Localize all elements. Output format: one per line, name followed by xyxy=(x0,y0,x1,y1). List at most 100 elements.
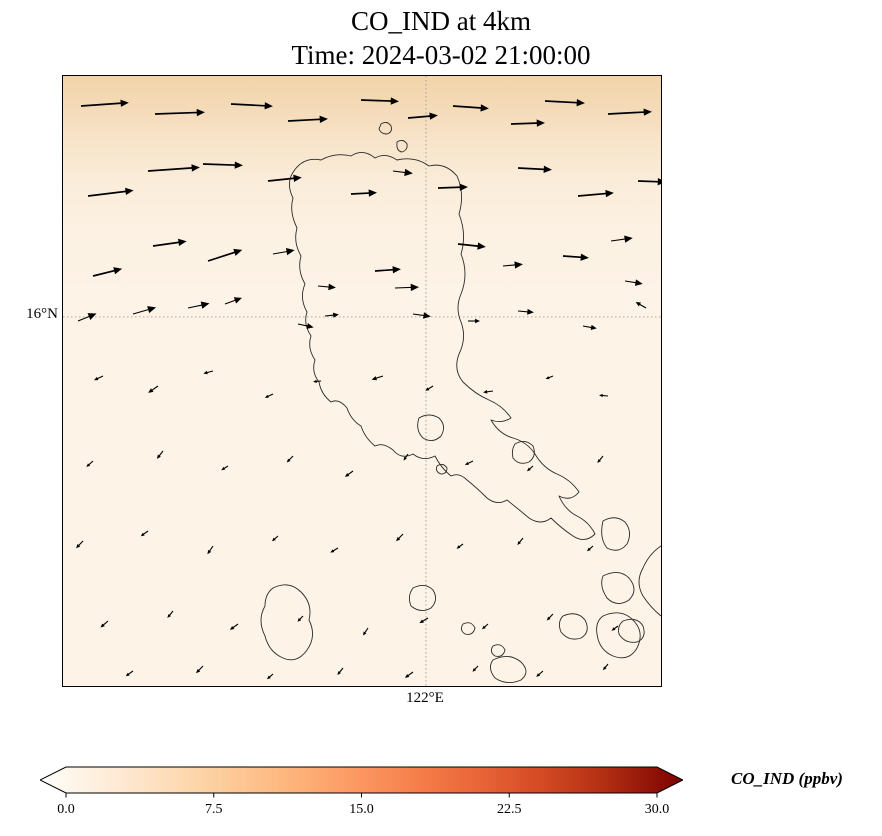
wind-arrow-head xyxy=(125,187,134,196)
wind-arrow-head xyxy=(191,164,200,172)
wind-arrow-shaft xyxy=(437,186,463,189)
wind-arrow-head xyxy=(167,614,171,618)
coastline-path xyxy=(396,139,408,153)
wind-arrow-head xyxy=(264,394,269,398)
wind-arrow-head xyxy=(459,183,468,191)
wind-arrow-head xyxy=(624,235,633,243)
wind-arrow-head xyxy=(86,463,91,468)
coastline-path xyxy=(288,152,596,540)
map-plot-area xyxy=(62,75,662,687)
wind-arrow-shaft xyxy=(510,122,540,125)
wind-arrow-head xyxy=(313,379,317,384)
wind-arrow-head xyxy=(543,165,552,174)
wind-arrow-head xyxy=(233,297,242,304)
wind-arrow-head xyxy=(229,625,235,630)
wind-arrow-head xyxy=(332,312,339,318)
wind-arrow-head xyxy=(514,261,523,269)
wind-arrow-head xyxy=(330,549,335,553)
wind-arrow-head xyxy=(580,253,589,261)
coastline-path xyxy=(408,585,436,611)
wind-arrow-head xyxy=(156,454,161,459)
wind-arrow-head xyxy=(196,108,205,117)
coastline-path xyxy=(260,584,313,661)
wind-arrow-head xyxy=(605,189,614,198)
wind-arrow-head xyxy=(597,459,601,463)
wind-arrow-head xyxy=(120,99,129,107)
wind-arrow-head xyxy=(586,547,591,552)
wind-arrow-shaft xyxy=(207,250,238,262)
wind-vectors xyxy=(76,97,661,680)
wind-arrow-head xyxy=(643,108,652,116)
coastline-path xyxy=(378,121,392,135)
map-canvas xyxy=(63,76,661,686)
wind-arrow-head xyxy=(480,104,489,112)
wind-arrow-head xyxy=(337,671,341,675)
wind-arrow-head xyxy=(344,472,350,477)
wind-arrow-head xyxy=(328,283,336,291)
colorbar-tick-label: 22.5 xyxy=(497,802,522,817)
wind-arrow-head xyxy=(527,308,534,315)
wind-arrow-shaft xyxy=(350,192,372,195)
wind-arrow-head xyxy=(368,189,377,197)
wind-arrow-head xyxy=(93,376,99,381)
wind-arrow-head xyxy=(634,279,643,286)
wind-arrow-head xyxy=(396,536,401,542)
wind-arrow-head xyxy=(293,174,302,182)
wind-arrow-shaft xyxy=(87,190,129,197)
coastline-path xyxy=(511,441,535,464)
wind-arrow-head xyxy=(125,672,130,677)
wind-arrow-head xyxy=(147,306,157,314)
wind-arrow-head xyxy=(297,617,302,622)
wind-arrow-head xyxy=(271,537,276,542)
colorbar-tick-labels: 0.0 7.5 15.0 22.5 30.0 xyxy=(40,802,683,822)
wind-arrow-head xyxy=(472,667,477,672)
wind-arrow-head xyxy=(576,98,585,107)
colorbar-canvas xyxy=(38,766,685,798)
coastline-path xyxy=(618,618,645,643)
wind-arrow-head xyxy=(599,393,603,398)
wind-arrow-head xyxy=(207,549,212,555)
wind-arrow-head xyxy=(419,619,424,624)
wind-arrow-shaft xyxy=(92,269,118,277)
wind-arrow-head xyxy=(483,390,488,394)
wind-arrow-head xyxy=(234,161,243,169)
colorbar-tick-label: 15.0 xyxy=(349,802,374,817)
title-block: CO_IND at 4km Time: 2024-03-02 21:00:00 xyxy=(0,4,882,72)
wind-arrow-head xyxy=(200,301,210,309)
coastline-path xyxy=(558,613,588,640)
wind-arrow-shaft xyxy=(607,111,647,115)
wind-arrow-head xyxy=(371,376,377,381)
wind-arrow-shaft xyxy=(267,177,297,182)
wind-arrow-head xyxy=(410,283,419,292)
wind-arrow-shaft xyxy=(360,99,394,102)
wind-arrow-head xyxy=(602,666,607,671)
wind-arrow-head xyxy=(477,242,486,250)
wind-arrow-shaft xyxy=(517,167,547,171)
wind-arrow-head xyxy=(390,97,399,105)
coastline-path xyxy=(601,517,630,551)
coastline-path xyxy=(596,612,641,659)
colorbar xyxy=(38,766,685,799)
wind-arrow-head xyxy=(536,673,541,677)
wind-arrow-shaft xyxy=(80,102,124,107)
wind-arrow-shaft xyxy=(544,100,580,104)
lat-tick-label: 16°N xyxy=(26,306,58,322)
colorbar-tick-label: 7.5 xyxy=(205,802,223,817)
wind-arrow-head xyxy=(76,543,81,549)
co-concentration-field xyxy=(63,76,661,686)
wind-arrow-head xyxy=(425,387,430,391)
wind-arrow-head xyxy=(403,456,407,461)
wind-arrow-head xyxy=(423,312,431,319)
wind-arrow-shaft xyxy=(577,192,609,197)
wind-arrow-head xyxy=(635,302,641,307)
wind-arrow-head xyxy=(464,461,469,465)
wind-arrow-head xyxy=(404,673,410,678)
wind-arrow-head xyxy=(140,532,145,537)
wind-arrow-shaft xyxy=(637,180,661,183)
coastline-path xyxy=(436,463,448,475)
wind-arrow-head xyxy=(148,388,154,393)
wind-arrow-head xyxy=(233,248,243,256)
wind-arrow-shaft xyxy=(457,243,481,248)
wind-arrow-head xyxy=(526,467,531,472)
